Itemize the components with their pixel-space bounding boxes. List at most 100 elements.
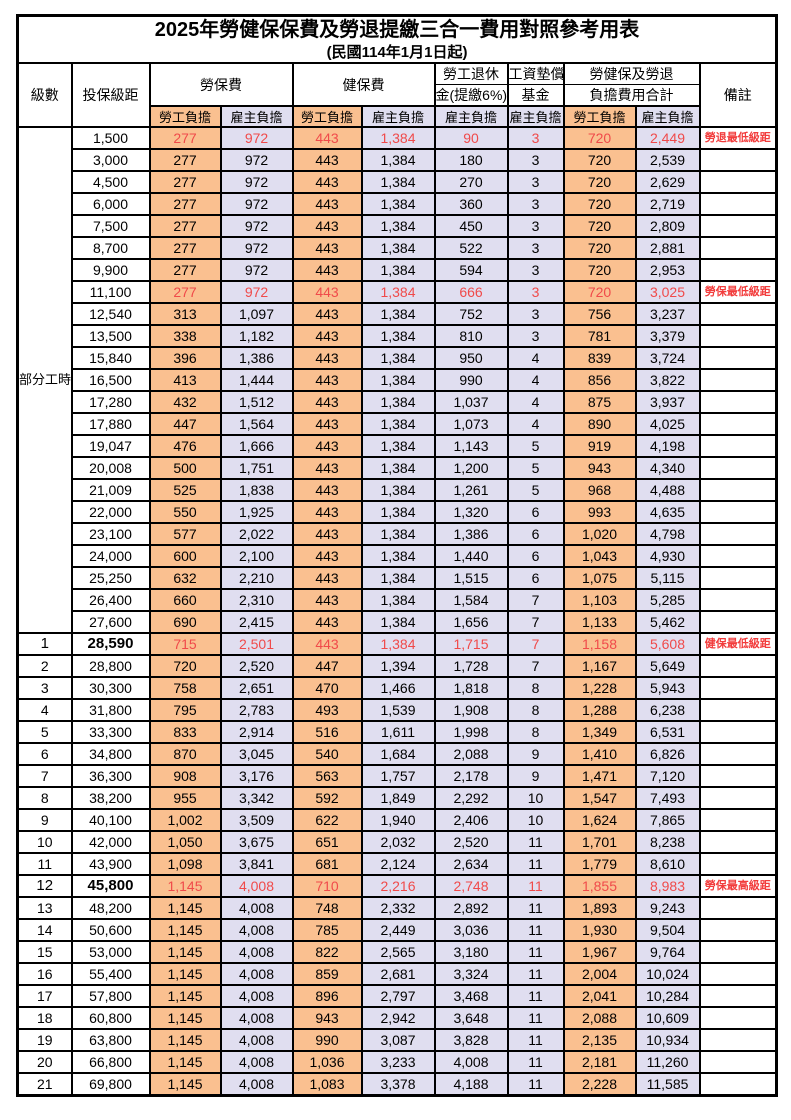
bracket-cell: 69,800 [70, 1072, 151, 1097]
level-cell: 6 [16, 742, 73, 766]
value-cell: 2,651 [219, 676, 294, 700]
value-cell: 4,635 [634, 500, 701, 524]
table-row: 21,009 525 1,838 443 1,384 1,261 5 968 4,488 [18, 478, 778, 502]
table-row: 12,540 313 1,097 443 1,384 752 3 756 3,237 [18, 302, 778, 326]
value-cell: 493 [291, 698, 363, 722]
value-cell: 443 [291, 236, 363, 260]
remark-cell [698, 170, 778, 194]
remark-cell [698, 258, 778, 282]
value-cell: 443 [291, 302, 363, 326]
remark-cell [698, 368, 778, 392]
value-cell: 3 [506, 236, 565, 260]
level-cell: 15 [16, 940, 73, 964]
value-cell: 720 [562, 236, 637, 260]
value-cell: 443 [291, 610, 363, 634]
value-cell: 6 [506, 522, 565, 546]
value-cell: 2,088 [433, 742, 509, 766]
value-cell: 270 [433, 170, 509, 194]
value-cell: 4,188 [433, 1072, 509, 1097]
bracket-cell: 31,800 [70, 698, 151, 722]
bracket-cell: 42,000 [70, 830, 151, 854]
value-cell: 1,386 [219, 346, 294, 370]
value-cell: 1,539 [360, 698, 436, 722]
value-cell: 1,384 [360, 236, 436, 260]
value-cell: 1,512 [219, 390, 294, 414]
col-header-wage-fund-line2: 基金 [506, 84, 565, 107]
value-cell: 720 [562, 280, 637, 304]
value-cell: 2,501 [219, 632, 294, 656]
value-cell: 1,002 [148, 808, 222, 832]
value-cell: 1,684 [360, 742, 436, 766]
value-cell: 632 [148, 566, 222, 590]
value-cell: 443 [291, 500, 363, 524]
bracket-cell: 7,500 [70, 214, 151, 238]
value-cell: 660 [148, 588, 222, 612]
bracket-cell: 1,500 [70, 126, 151, 150]
value-cell: 3,324 [433, 962, 509, 986]
value-cell: 2,449 [634, 126, 701, 150]
table-row: 3 30,300 758 2,651 470 1,466 1,818 8 1,228 5,943 [16, 676, 778, 700]
table-row: 9 40,100 1,002 3,509 622 1,940 2,406 10 1,624 7,8… [16, 808, 778, 832]
value-cell: 710 [291, 874, 363, 898]
value-cell: 4,340 [634, 456, 701, 480]
value-cell: 1,384 [360, 324, 436, 348]
value-cell: 4,008 [219, 1050, 294, 1074]
bracket-cell: 8,700 [70, 236, 151, 260]
table-row: 26,400 660 2,310 443 1,384 1,584 7 1,103 5,285 [18, 588, 778, 612]
value-cell: 563 [291, 764, 363, 788]
level-cell: 5 [16, 720, 73, 744]
value-cell: 5,608 [634, 632, 701, 656]
value-cell: 9,764 [634, 940, 701, 964]
value-cell: 443 [291, 522, 363, 546]
value-cell: 1,145 [148, 1028, 222, 1052]
value-cell: 10 [506, 786, 565, 810]
value-cell: 3,378 [360, 1072, 436, 1097]
value-cell: 1,143 [433, 434, 509, 458]
value-cell: 4,008 [219, 918, 294, 942]
value-cell: 470 [291, 676, 363, 700]
value-cell: 9 [506, 742, 565, 766]
value-cell: 7 [506, 632, 565, 656]
value-cell: 1,103 [562, 588, 637, 612]
value-cell: 3 [506, 280, 565, 304]
table-row: 19 63,800 1,145 4,008 990 3,087 3,828 11 2,135 10… [16, 1028, 778, 1052]
value-cell: 4 [506, 368, 565, 392]
remark-cell [698, 984, 778, 1008]
level-cell: 16 [16, 962, 73, 986]
value-cell: 3,180 [433, 940, 509, 964]
value-cell: 720 [562, 170, 637, 194]
bracket-cell: 45,800 [70, 874, 151, 898]
value-cell: 1,384 [360, 522, 436, 546]
value-cell: 2,332 [360, 896, 436, 920]
value-cell: 5,285 [634, 588, 701, 612]
value-cell: 522 [433, 236, 509, 260]
subheader-total-employee: 勞工負擔 [562, 105, 637, 128]
value-cell: 1,849 [360, 786, 436, 810]
value-cell: 1,288 [562, 698, 637, 722]
value-cell: 2,953 [634, 258, 701, 282]
value-cell: 11 [506, 940, 565, 964]
bracket-cell: 23,100 [70, 522, 151, 546]
remark-cell [698, 1072, 778, 1097]
value-cell: 360 [433, 192, 509, 216]
value-cell: 443 [291, 214, 363, 238]
value-cell: 1,384 [360, 434, 436, 458]
premium-comparison-table: 2025年勞健保保費及勞退提繳三合一費用對照參考用表 (民國114年1月1日起)… [16, 14, 779, 1097]
value-cell: 443 [291, 258, 363, 282]
value-cell: 720 [562, 258, 637, 282]
bracket-cell: 17,280 [70, 390, 151, 414]
value-cell: 2,292 [433, 786, 509, 810]
value-cell: 2,809 [634, 214, 701, 238]
value-cell: 859 [291, 962, 363, 986]
value-cell: 3,025 [634, 280, 701, 304]
remark-cell [698, 764, 778, 788]
level-cell: 9 [16, 808, 73, 832]
value-cell: 277 [148, 258, 222, 282]
value-cell: 338 [148, 324, 222, 348]
remark-cell: 勞保最高級距 [698, 874, 778, 898]
value-cell: 4 [506, 390, 565, 414]
value-cell: 2,449 [360, 918, 436, 942]
value-cell: 870 [148, 742, 222, 766]
value-cell: 1,584 [433, 588, 509, 612]
value-cell: 1,967 [562, 940, 637, 964]
